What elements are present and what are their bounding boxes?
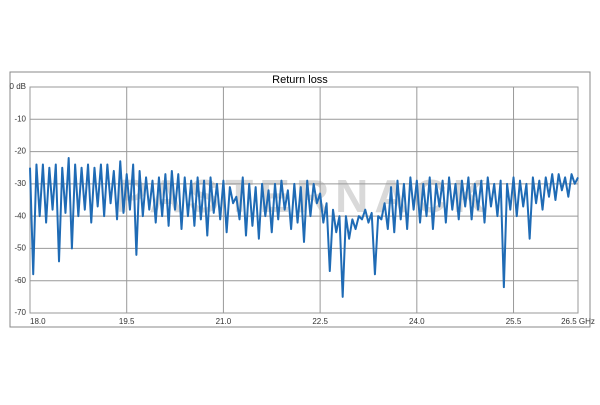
x-tick-label: 22.5 bbox=[312, 317, 328, 326]
y-tick-label: -70 bbox=[14, 308, 26, 317]
trace-line bbox=[29, 157, 579, 298]
chart-title: Return loss bbox=[272, 74, 328, 86]
x-tick-label: 18.0 bbox=[30, 317, 46, 326]
y-tick-label: -10 bbox=[14, 114, 26, 123]
y-tick-label: -60 bbox=[14, 276, 26, 285]
x-tick-label: 19.5 bbox=[119, 317, 135, 326]
x-tick-label: 21.0 bbox=[216, 317, 232, 326]
x-tick-label: 26.5 GHz bbox=[561, 317, 595, 326]
y-tick-label: -30 bbox=[14, 179, 26, 188]
y-tick-label: 0 dB bbox=[10, 82, 26, 91]
x-tick-label: 25.5 bbox=[506, 317, 522, 326]
x-tick-label: 24.0 bbox=[409, 317, 425, 326]
y-tick-label: -20 bbox=[14, 147, 26, 156]
y-tick-label: -50 bbox=[14, 244, 26, 253]
y-tick-label: -40 bbox=[14, 211, 26, 220]
